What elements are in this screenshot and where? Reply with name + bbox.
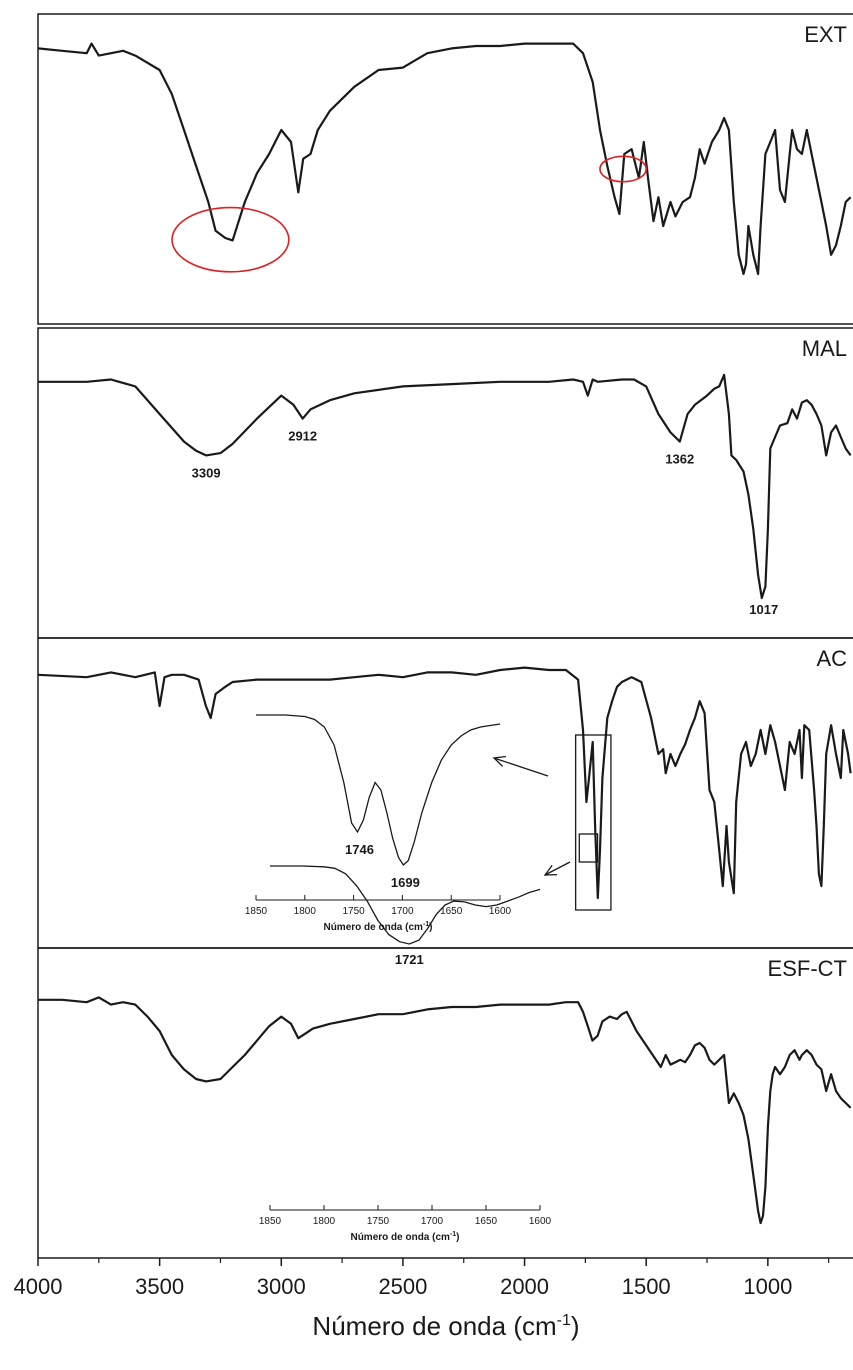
x-tick-label-1000: 1000 — [743, 1274, 792, 1299]
panel-label-ac: AC — [816, 646, 847, 671]
panel-label-esf-ct: ESF-CT — [768, 956, 847, 981]
panel-esf-ct: ESF-CT — [37, 947, 853, 1259]
x-axis-label-close: ) — [571, 1311, 580, 1341]
inset-peak-label-1721: 1721 — [395, 952, 424, 967]
spectrum-line-mal — [38, 373, 852, 600]
zoom-arrow — [544, 861, 571, 876]
spectrum-line-esf-ct — [38, 996, 852, 1225]
inset-x-tick-label-1650: 1650 — [475, 1216, 498, 1227]
panel-frame — [37, 327, 853, 639]
x-tick-label-2500: 2500 — [378, 1274, 427, 1299]
zoom-arrow-head — [492, 755, 506, 767]
panel-label-mal: MAL — [802, 336, 847, 361]
peak-label-3309: 3309 — [192, 465, 221, 480]
panel-frame — [37, 947, 853, 1259]
inset-x-tick-label-1850: 1850 — [259, 1216, 282, 1227]
panel-label-ext: EXT — [804, 22, 847, 47]
peak-label-1362: 1362 — [665, 452, 694, 467]
inset-x-tick-label-1800: 1800 — [294, 906, 317, 917]
inset-x-axis-label: Número de onda (cm-1) — [323, 921, 432, 933]
highlight-circle-1 — [599, 155, 648, 183]
inset-x-tick-label-1750: 1750 — [342, 906, 365, 917]
inset-x-tick-label-1850: 1850 — [245, 906, 268, 917]
highlight-circle-0 — [171, 206, 290, 273]
panel-ext: EXT — [37, 13, 853, 325]
spectrum-line-ac — [37, 666, 852, 900]
peak-label-1017: 1017 — [749, 602, 778, 617]
inset-x-tick-label-1600: 1600 — [489, 906, 512, 917]
x-tick-label-3500: 3500 — [135, 1274, 184, 1299]
x-tick-label-1500: 1500 — [622, 1274, 671, 1299]
inset-x-axis-label: Número de onda (cm-1) — [350, 1231, 459, 1243]
x-axis-label-main: Número de onda (cm — [312, 1311, 556, 1341]
inset-x-tick-label-1700: 1700 — [421, 1216, 444, 1227]
inset-peak-label-1699: 1699 — [391, 875, 420, 890]
panels-layer: EXT MAL AC ESF-CT 3309 2912 1362 1017 1746 1699 18… — [37, 13, 853, 1259]
inset-x-tick-label-1750: 1750 — [367, 1216, 390, 1227]
zoom-box — [578, 833, 599, 863]
zoom-arrow — [493, 757, 549, 777]
inset-x-tick-label-1800: 1800 — [313, 1216, 336, 1227]
panel-frame — [37, 637, 853, 949]
x-axis-label-sup: -1 — [557, 1312, 571, 1329]
panel-mal: MAL — [37, 327, 853, 639]
inset-peak-label-1746: 1746 — [345, 842, 374, 857]
x-tick-label-4000: 4000 — [14, 1274, 63, 1299]
panel-frame — [37, 13, 853, 325]
inset-0: 1746 1699 1850 1800 1750 1700 1650 1600 Número d… — [245, 714, 612, 933]
inset-x-tick-label-1700: 1700 — [391, 906, 414, 917]
inset-spectrum-line — [270, 865, 541, 945]
x-axis: 4000 3500 3000 2500 2000 1500 1000 — [14, 1258, 830, 1299]
inset-spectrum-line — [256, 714, 501, 866]
inset-x-tick-label-1600: 1600 — [529, 1216, 552, 1227]
zoom-arrow-head — [543, 864, 558, 876]
panel-ac: AC — [37, 637, 853, 949]
inset-1: 1721 1850 1800 1750 1700 1650 1600 Número de on… — [259, 833, 599, 1243]
x-axis-label: Número de onda (cm-1) — [312, 1311, 579, 1341]
x-tick-label-2000: 2000 — [500, 1274, 549, 1299]
peak-label-2912: 2912 — [288, 429, 317, 444]
x-tick-label-3000: 3000 — [257, 1274, 306, 1299]
zoom-box — [575, 734, 612, 911]
spectrum-line-ext — [37, 42, 852, 276]
inset-x-tick-label-1650: 1650 — [440, 906, 463, 917]
